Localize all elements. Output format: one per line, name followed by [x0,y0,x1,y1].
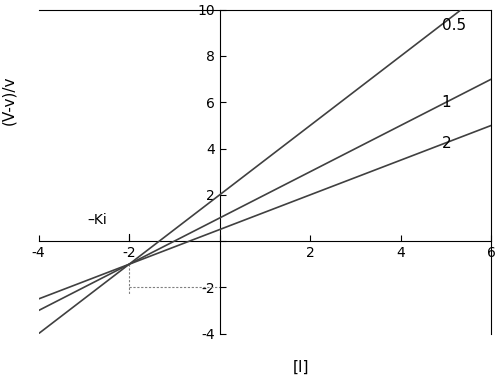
Text: 0.5: 0.5 [442,18,466,33]
X-axis label: [I]: [I] [293,359,310,374]
Text: 1: 1 [442,95,451,110]
Y-axis label: (V-v)/v: (V-v)/v [1,76,16,125]
Text: –Ki: –Ki [88,213,108,227]
Text: 2: 2 [442,136,451,152]
